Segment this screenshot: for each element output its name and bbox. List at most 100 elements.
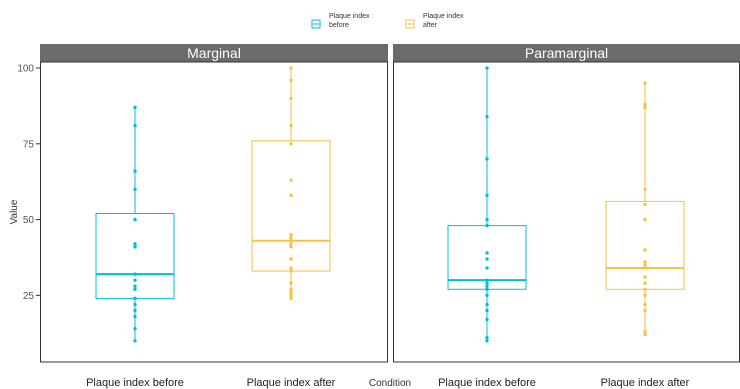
data-point (485, 217, 489, 222)
data-point (289, 281, 293, 285)
data-point (289, 96, 293, 101)
data-point (643, 263, 647, 267)
data-point (133, 339, 137, 343)
y-tick-label: 100 (17, 64, 34, 75)
data-point (289, 296, 293, 301)
data-point (289, 178, 293, 182)
data-point (133, 217, 137, 222)
data-point (485, 281, 489, 285)
data-point (643, 287, 647, 291)
data-point (133, 123, 137, 128)
data-point (133, 105, 137, 110)
data-point (133, 314, 137, 319)
data-point (289, 257, 293, 261)
data-point (133, 278, 137, 282)
data-point (289, 239, 293, 243)
data-point (485, 223, 489, 228)
panel-border (393, 61, 740, 363)
panel-strip (40, 44, 388, 62)
data-point (643, 248, 647, 252)
data-point (643, 275, 647, 279)
legend-item-after: Plaque index after (405, 13, 464, 29)
data-point (289, 142, 293, 146)
data-point (485, 193, 489, 198)
data-point (133, 296, 137, 301)
data-point (133, 245, 137, 249)
data-point (133, 287, 137, 291)
legend-key (311, 19, 321, 29)
data-point (289, 290, 293, 295)
data-point (643, 202, 647, 207)
x-tick-label: Plaque index after (601, 377, 690, 389)
data-point (485, 336, 489, 340)
data-point (289, 266, 293, 270)
panel-strip (393, 44, 740, 62)
box-before (447, 66, 527, 343)
data-point (643, 217, 647, 222)
data-point (289, 233, 293, 237)
legend: Plaque index before Plaque index after (311, 13, 464, 29)
data-point (289, 269, 293, 273)
legend-key (405, 19, 415, 29)
data-point (289, 245, 293, 249)
panel-paramarginal: Paramarginal Plaque index before Plaque in… (393, 44, 740, 389)
data-point (643, 260, 647, 264)
legend-label-line1: Plaque index (329, 13, 370, 20)
legend-label-line2: after (423, 22, 438, 29)
data-point (133, 169, 137, 173)
box-after (251, 66, 331, 301)
data-point (643, 105, 647, 110)
panel-title: Marginal (187, 45, 241, 61)
y-axis-title: Value (9, 199, 20, 224)
data-point (289, 236, 293, 240)
x-tick-label: Plaque index after (247, 377, 336, 389)
legend-label-line1: Plaque index (423, 13, 464, 20)
data-point (133, 242, 137, 246)
y-tick-label: 50 (23, 215, 35, 226)
panel-title: Paramarginal (525, 45, 608, 61)
data-point (133, 187, 137, 191)
data-point (643, 302, 647, 307)
panels: Marginal Plaque index before Plaque index … (40, 44, 740, 389)
data-point (643, 333, 647, 337)
data-point (643, 293, 647, 298)
data-point (485, 266, 489, 270)
data-point (289, 293, 293, 298)
y-tick-label: 75 (23, 139, 35, 150)
data-point (289, 123, 293, 128)
data-point (643, 187, 647, 191)
data-point (643, 308, 647, 313)
data-point (485, 302, 489, 307)
legend-label-line2: before (329, 22, 349, 29)
x-tick-label: Plaque index before (86, 377, 184, 389)
data-point (643, 266, 647, 270)
data-point (485, 257, 489, 261)
data-point (485, 278, 489, 282)
data-point (485, 308, 489, 313)
iqr-box (251, 140, 331, 272)
y-axis: 25 50 75 100 (17, 64, 40, 302)
data-point (643, 102, 647, 107)
data-point (485, 157, 489, 161)
data-point (485, 66, 489, 70)
data-point (643, 329, 647, 334)
box-before (95, 105, 175, 343)
data-point (485, 251, 489, 255)
data-point (133, 272, 137, 276)
data-point (485, 284, 489, 288)
panel-marginal: Marginal Plaque index before Plaque index … (40, 44, 388, 389)
y-tick-label: 25 (23, 291, 35, 302)
data-point (133, 284, 137, 288)
data-point (485, 114, 489, 119)
data-point (485, 339, 489, 343)
legend-item-before: Plaque index before (311, 13, 370, 29)
x-axis-title: Condition (369, 378, 411, 389)
data-point (289, 78, 293, 82)
data-point (133, 302, 137, 307)
data-point (289, 193, 293, 198)
data-point (643, 281, 647, 285)
data-point (485, 293, 489, 298)
data-point (133, 308, 137, 313)
panel-border (40, 61, 388, 363)
